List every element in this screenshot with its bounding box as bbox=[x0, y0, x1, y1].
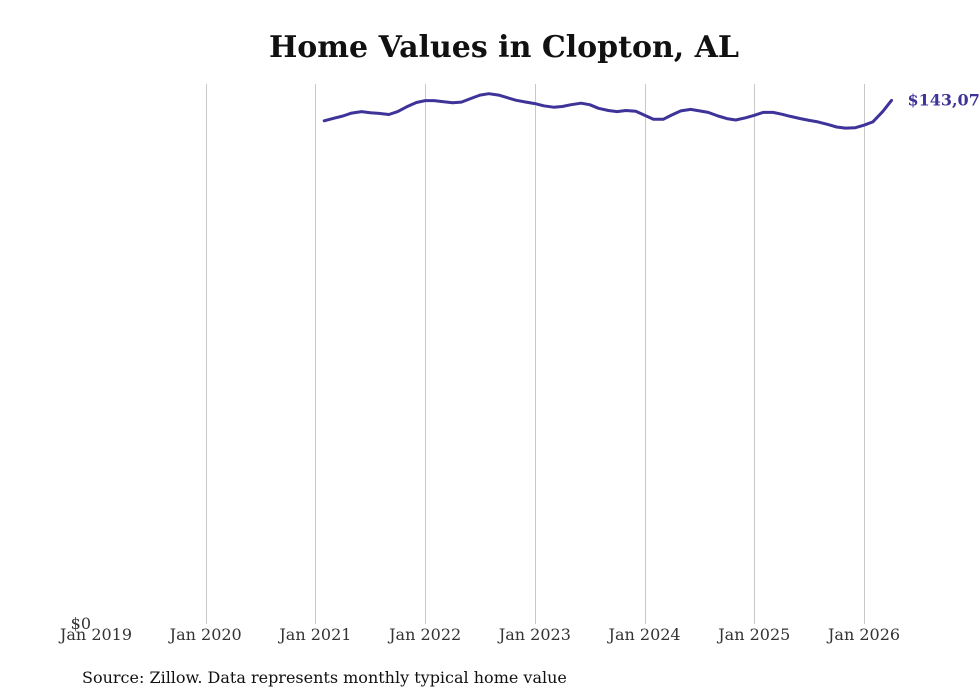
chart-title: Home Values in Clopton, AL bbox=[268, 30, 740, 65]
x-tick-label-2023: Jan 2023 bbox=[497, 625, 571, 644]
source-note: Source: Zillow. Data represents monthly … bbox=[82, 668, 567, 687]
end-value-label: $143,072 bbox=[907, 90, 980, 109]
labels-layer: Jan 2019 Jan 2020 Jan 2021 Jan 2022 Jan 2023… bbox=[58, 90, 980, 644]
x-tick-label-2025: Jan 2025 bbox=[716, 625, 790, 644]
line-layer bbox=[322, 92, 893, 130]
x-tick-label-2024: Jan 2024 bbox=[607, 625, 681, 644]
y-tick-label-0: $0 bbox=[71, 614, 91, 633]
x-tick-label-2020: Jan 2020 bbox=[168, 625, 242, 644]
x-tick-label-2022: Jan 2022 bbox=[387, 625, 461, 644]
gridlines bbox=[206, 84, 865, 624]
x-tick-label-2026: Jan 2026 bbox=[826, 625, 900, 644]
x-tick-label-2019: Jan 2019 bbox=[58, 625, 132, 644]
x-tick-label-2021: Jan 2021 bbox=[277, 625, 351, 644]
series-line-0 bbox=[322, 92, 893, 130]
